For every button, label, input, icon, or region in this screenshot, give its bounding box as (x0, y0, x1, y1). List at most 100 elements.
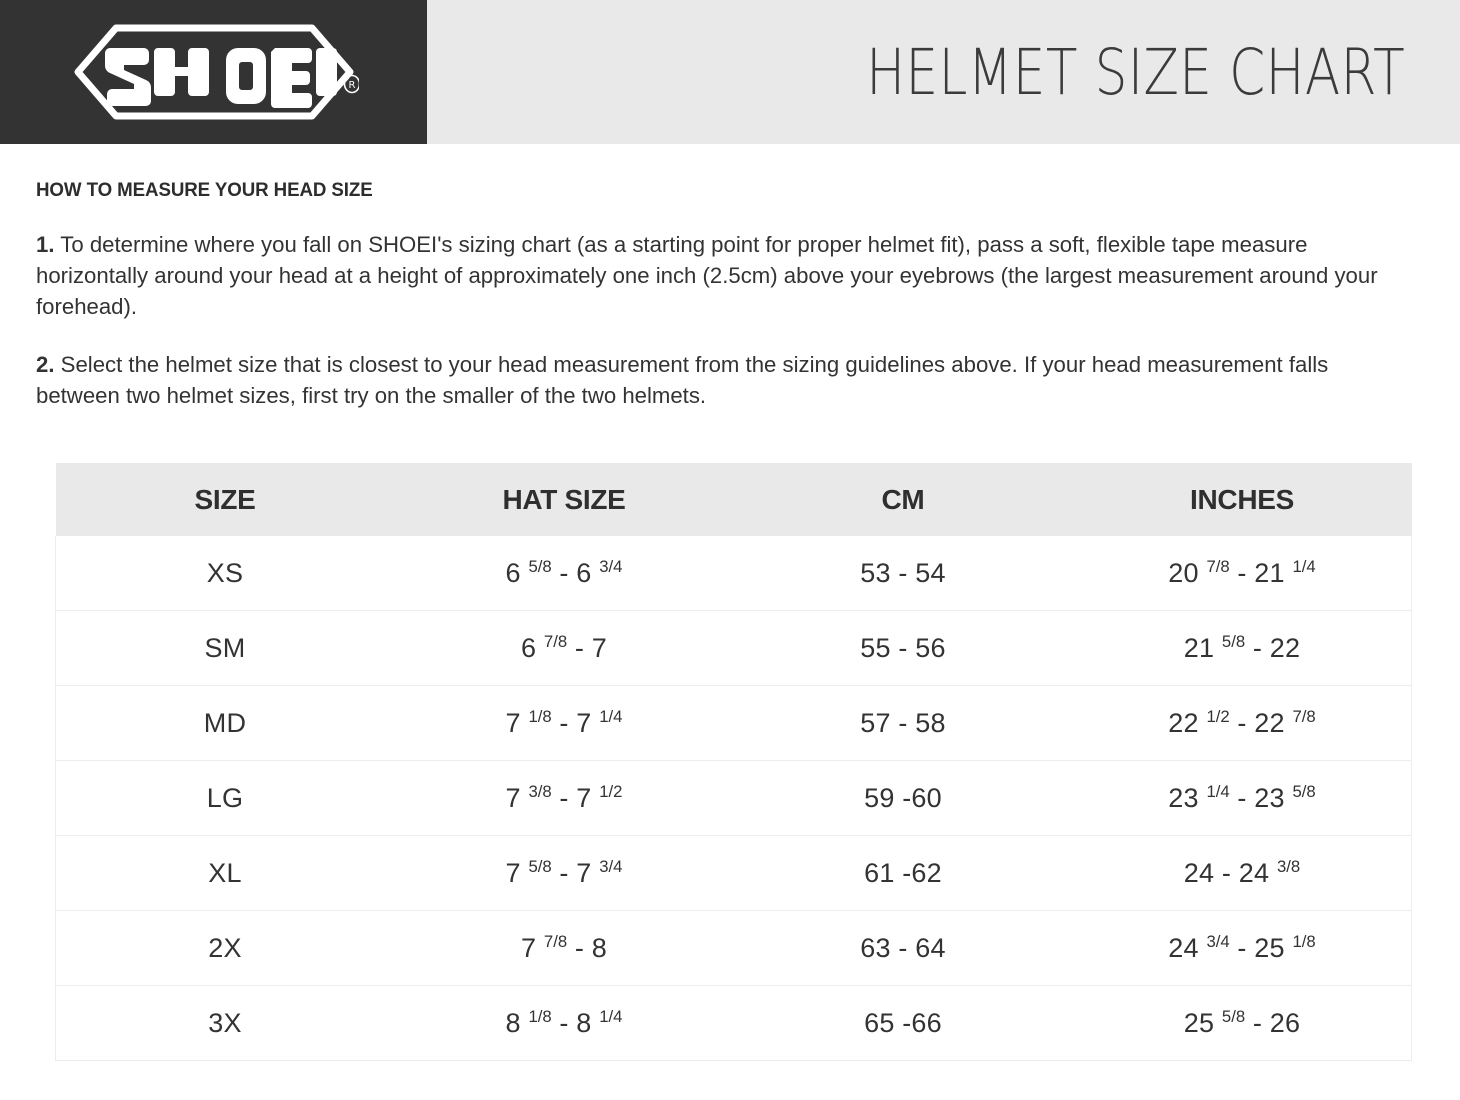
cell-inches: 23 1/4 - 23 5/8 (1072, 760, 1412, 836)
cell-inches: 25 5/8 - 26 (1072, 985, 1412, 1060)
cell-hat-size: 6 7/8 - 7 (394, 610, 734, 686)
instruction-step-1-text: To determine where you fall on SHOEI's s… (36, 232, 1378, 319)
value-text: - 7 (551, 707, 600, 738)
value-text: - 6 (551, 557, 600, 588)
value-text: 20 (1168, 557, 1207, 588)
fraction: 3/4 (1206, 931, 1230, 951)
value-text: 24 - 24 (1183, 857, 1277, 888)
value-text: 25 (1183, 1007, 1222, 1038)
value-text: 7 (505, 782, 529, 813)
column-header-cm: CM (733, 463, 1073, 536)
cell-cm: 61 -62 (733, 835, 1073, 911)
fraction: 5/8 (1292, 781, 1316, 801)
fraction: 1/4 (599, 1006, 623, 1026)
cell-cm: 59 -60 (733, 760, 1073, 836)
cell-cm: 55 - 56 (733, 610, 1073, 686)
fraction: 1/8 (528, 1006, 552, 1026)
value-text: 21 (1183, 632, 1222, 663)
table-row: MD 7 1/8 - 7 1/4 57 - 58 22 1/2 - 22 7/8 (55, 685, 1412, 761)
fraction: 7/8 (543, 631, 568, 651)
cell-inches: 22 1/2 - 22 7/8 (1072, 685, 1412, 761)
value-text: - 25 (1229, 932, 1293, 963)
cell-hat-size: 7 1/8 - 7 1/4 (394, 685, 734, 761)
fraction: 7/8 (1292, 706, 1316, 726)
value-text: - 8 (551, 1007, 600, 1038)
cell-inches: 21 5/8 - 22 (1072, 610, 1412, 686)
cell-hat-size: 6 5/8 - 6 3/4 (394, 536, 734, 611)
value-text: 24 (1168, 932, 1207, 963)
value-text: 22 (1168, 707, 1207, 738)
value-text: - 23 (1229, 782, 1293, 813)
fraction: 1/4 (1292, 556, 1316, 576)
cell-cm: 63 - 64 (733, 910, 1073, 986)
cell-size: 2X (55, 910, 395, 986)
table-row: 2X 7 7/8 - 8 63 - 64 24 3/4 - 25 1/8 (55, 910, 1412, 986)
cell-size: MD (55, 685, 395, 761)
value-text: 7 (505, 707, 529, 738)
fraction: 3/8 (1276, 856, 1301, 876)
column-header-inches: INCHES (1072, 463, 1412, 536)
value-text: 7 (505, 857, 529, 888)
value-text: - 7 (551, 782, 600, 813)
cell-hat-size: 7 3/8 - 7 1/2 (394, 760, 734, 836)
instructions-heading: HOW TO MEASURE YOUR HEAD SIZE (36, 179, 373, 201)
value-text: - 8 (567, 932, 607, 963)
value-text: - 22 (1245, 632, 1301, 663)
column-header-hat-size: HAT SIZE (394, 463, 734, 536)
value-text: 6 (521, 632, 544, 663)
table-row: XL 7 5/8 - 7 3/4 61 -62 24 - 24 3/8 (55, 835, 1412, 911)
table-row: SM 6 7/8 - 7 55 - 56 21 5/8 - 22 (55, 610, 1412, 686)
fraction: 7/8 (543, 931, 568, 951)
cell-inches: 24 - 24 3/8 (1072, 835, 1412, 911)
value-text: - 21 (1229, 557, 1293, 588)
cell-cm: 53 - 54 (733, 536, 1073, 611)
cell-hat-size: 7 7/8 - 8 (394, 910, 734, 986)
cell-hat-size: 8 1/8 - 8 1/4 (395, 986, 734, 1061)
fraction: 3/8 (528, 781, 552, 801)
fraction: 1/8 (1292, 931, 1316, 951)
cell-inches: 24 3/4 - 25 1/8 (1072, 910, 1412, 986)
cell-size: LG (55, 760, 395, 836)
size-chart-table-wrapper: SIZE HAT SIZE CM INCHES XS 6 5/8 - 6 3/4 5… (55, 463, 1412, 1061)
fraction: 7/8 (1206, 556, 1230, 576)
size-chart-table-body: XS 6 5/8 - 6 3/4 53 - 54 20 7/8 - 21 1/4 SM 6… (55, 536, 1412, 1061)
cell-inches: 20 7/8 - 21 1/4 (1072, 536, 1412, 611)
size-chart-table-head: SIZE HAT SIZE CM INCHES (55, 463, 1412, 536)
svg-text:R: R (348, 80, 355, 91)
value-text: - 7 (567, 632, 607, 663)
cell-hat-size: 7 5/8 - 7 3/4 (394, 835, 734, 911)
fraction: 1/2 (599, 781, 623, 801)
value-text: 23 (1168, 782, 1207, 813)
fraction: 5/8 (528, 856, 552, 876)
fraction: 5/8 (1221, 631, 1246, 651)
instructions-section: HOW TO MEASURE YOUR HEAD SIZE 1. To dete… (0, 179, 1460, 411)
fraction: 1/8 (528, 706, 552, 726)
table-row: 3X 8 1/8 - 8 1/4 65 -66 25 5/8 - 26 (55, 985, 1412, 1061)
fraction: 3/4 (599, 856, 623, 876)
value-text: - 26 (1245, 1007, 1301, 1038)
value-text: - 7 (551, 857, 600, 888)
value-text: 7 (521, 932, 544, 963)
cell-size: SM (55, 610, 395, 686)
instruction-step-2-number: 2. (36, 352, 55, 377)
fraction: 1/2 (1206, 706, 1230, 726)
fraction: 5/8 (1221, 1006, 1246, 1026)
instruction-step-2-text: Select the helmet size that is closest t… (36, 352, 1329, 408)
fraction: 1/4 (599, 706, 623, 726)
fraction: 3/4 (599, 556, 623, 576)
cell-cm: 65 -66 (864, 1007, 942, 1038)
instruction-step-2: 2. Select the helmet size that is closes… (36, 349, 1385, 411)
table-row: LG 7 3/8 - 7 1/2 59 -60 23 1/4 - 23 5/8 (55, 760, 1412, 836)
registered-trademark-icon: R (343, 74, 359, 94)
shoei-logo-icon: R (74, 24, 359, 120)
cell-cm: 57 - 58 (733, 685, 1073, 761)
size-chart-table: SIZE HAT SIZE CM INCHES XS 6 5/8 - 6 3/4 5… (55, 463, 1412, 1060)
table-header-row: SIZE HAT SIZE CM INCHES (55, 463, 1412, 536)
cell-size: 3X (55, 985, 395, 1060)
cell-size: XS (55, 536, 395, 611)
cell-size: XL (55, 835, 395, 911)
fraction: 5/8 (528, 556, 552, 576)
column-header-size: SIZE (55, 463, 395, 536)
fraction: 1/4 (1206, 781, 1230, 801)
header-title-area: HELMET SIZE CHART (427, 0, 1460, 144)
